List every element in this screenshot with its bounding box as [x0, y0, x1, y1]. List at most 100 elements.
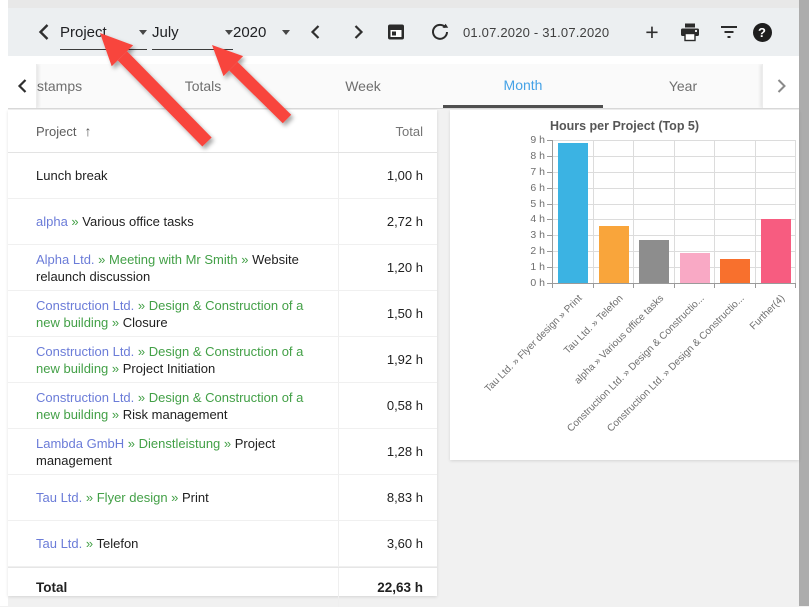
- project-dropdown[interactable]: Project: [60, 16, 147, 50]
- tabs-scroll-left-button[interactable]: [8, 64, 37, 108]
- filter-button[interactable]: [718, 8, 740, 56]
- table-row[interactable]: Lunch break 1,00 h: [8, 153, 437, 199]
- scrollbar-track[interactable]: [799, 0, 809, 606]
- y-axis-tick: [547, 267, 552, 269]
- year-dropdown[interactable]: 2020: [233, 16, 290, 49]
- sort-ascending-icon: ↑: [84, 123, 92, 139]
- breadcrumb-separator: »: [134, 389, 149, 405]
- month-dropdown[interactable]: July: [152, 16, 233, 50]
- project-segment: Tau Ltd.: [36, 536, 83, 551]
- x-axis-tick: [714, 284, 715, 288]
- chart-bar[interactable]: [639, 239, 670, 283]
- tab-year[interactable]: Year: [668, 78, 698, 94]
- month-dropdown-value: July: [152, 24, 179, 41]
- project-segment: Design & Construction of a new building: [36, 297, 304, 330]
- gridline: [553, 251, 796, 253]
- project-cell: alpha » Various office tasks: [8, 199, 338, 244]
- table-row[interactable]: Construction Ltd. » Design & Constructio…: [8, 337, 437, 383]
- table-row[interactable]: Alpha Ltd. » Meeting with Mr Smith » Web…: [8, 245, 437, 291]
- project-cell: Lambda GmbH » Dienstleistung » Project m…: [8, 429, 338, 474]
- toolbar-tab-gap: [8, 56, 799, 64]
- chevron-right-icon: [777, 79, 786, 93]
- chart-bar[interactable]: [679, 252, 710, 283]
- hours-per-project-chart: Hours per Project (Top 5) 0 h 1 h 2 h 3 h 4 …: [450, 110, 799, 460]
- footer-label: Total: [36, 580, 68, 595]
- project-segment: Construction Ltd.: [36, 297, 135, 313]
- print-button[interactable]: [678, 8, 702, 56]
- refresh-button[interactable]: [428, 8, 452, 56]
- project-cell: Construction Ltd. » Design & Constructio…: [8, 383, 338, 428]
- y-axis-tick: [547, 203, 552, 205]
- gridline: [795, 140, 796, 283]
- project-segment: Risk management: [122, 406, 228, 422]
- y-axis-tick: [547, 187, 552, 189]
- breadcrumb-separator: »: [108, 406, 123, 422]
- help-button[interactable]: ?: [751, 8, 773, 56]
- table-row[interactable]: Lambda GmbH » Dienstleistung » Project m…: [8, 429, 437, 475]
- tab-timestamps[interactable]: stamps: [37, 78, 83, 94]
- project-segment: Flyer design: [96, 490, 168, 505]
- totals-table: Project ↑ Total Lunch break 1,00 h alpha »…: [8, 110, 437, 607]
- chart-bar[interactable]: [720, 259, 751, 283]
- y-axis-label: 9 h: [530, 134, 545, 146]
- project-segment: Design & Construction of a new building: [36, 389, 304, 422]
- chart-bar[interactable]: [558, 142, 589, 283]
- chevron-left-icon: [17, 79, 26, 93]
- table-row[interactable]: alpha » Various office tasks 2,72 h: [8, 199, 437, 245]
- gridline: [754, 140, 756, 283]
- column-header-project[interactable]: Project ↑: [36, 123, 92, 139]
- table-row[interactable]: Construction Ltd. » Design & Constructio…: [8, 291, 437, 337]
- total-cell: 8,83 h: [338, 475, 437, 520]
- y-axis-tick: [547, 251, 552, 253]
- caret-down-icon: [139, 30, 147, 35]
- y-axis-tick: [547, 235, 552, 237]
- chevron-left-icon: [310, 25, 319, 39]
- gridline: [553, 267, 796, 269]
- gridline: [673, 140, 675, 283]
- x-axis-tick: [633, 284, 634, 288]
- table-row[interactable]: Construction Ltd. » Design & Constructio…: [8, 383, 437, 429]
- project-segment: Construction Ltd.: [36, 389, 135, 405]
- help-icon: ?: [752, 22, 772, 42]
- back-button[interactable]: [34, 8, 54, 56]
- chart-bar[interactable]: [598, 225, 629, 283]
- y-axis-tick: [547, 171, 552, 173]
- project-segment: Website relaunch discussion: [36, 251, 299, 284]
- breadcrumb-separator: »: [82, 536, 97, 551]
- y-axis-label: 3 h: [530, 229, 545, 242]
- project-segment: alpha: [36, 214, 68, 229]
- tab-month[interactable]: Month: [443, 64, 603, 108]
- next-period-button[interactable]: [348, 8, 368, 56]
- y-axis-label: 6 h: [530, 181, 545, 194]
- add-button[interactable]: +: [641, 8, 663, 56]
- x-axis-tick: [592, 284, 594, 288]
- breadcrumb-separator: »: [134, 297, 149, 313]
- calendar-button[interactable]: [384, 8, 408, 56]
- breadcrumb-separator: »: [108, 360, 123, 376]
- project-segment: Print: [182, 490, 209, 505]
- project-segment: Alpha Ltd.: [36, 251, 95, 267]
- total-cell: 1,28 h: [338, 429, 437, 474]
- breadcrumb-separator: »: [124, 435, 139, 451]
- gridline: [553, 155, 796, 157]
- tab-totals[interactable]: Totals: [184, 78, 222, 94]
- caret-down-icon: [282, 30, 290, 35]
- gridline: [592, 140, 594, 283]
- table-row[interactable]: Tau Ltd. » Telefon 3,60 h: [8, 521, 437, 567]
- project-cell: Construction Ltd. » Design & Constructio…: [8, 291, 338, 336]
- plus-icon: +: [645, 18, 659, 45]
- prev-period-button[interactable]: [305, 8, 325, 56]
- total-cell: 1,50 h: [338, 291, 437, 336]
- tabs-scroll-right-button[interactable]: [762, 64, 799, 108]
- project-segment: Telefon: [96, 536, 139, 551]
- project-segment: Construction Ltd.: [36, 343, 135, 359]
- y-axis-label: 2 h: [530, 245, 545, 258]
- chart-bar[interactable]: [760, 218, 791, 283]
- table-row[interactable]: Tau Ltd. » Flyer design » Print 8,83 h: [8, 475, 437, 521]
- refresh-icon: [432, 23, 449, 40]
- total-cell: 1,20 h: [338, 245, 437, 290]
- breadcrumb-separator: »: [82, 490, 97, 505]
- total-cell: 1,00 h: [338, 153, 437, 198]
- tab-week[interactable]: Week: [345, 78, 381, 94]
- window-top-frame: [8, 0, 799, 8]
